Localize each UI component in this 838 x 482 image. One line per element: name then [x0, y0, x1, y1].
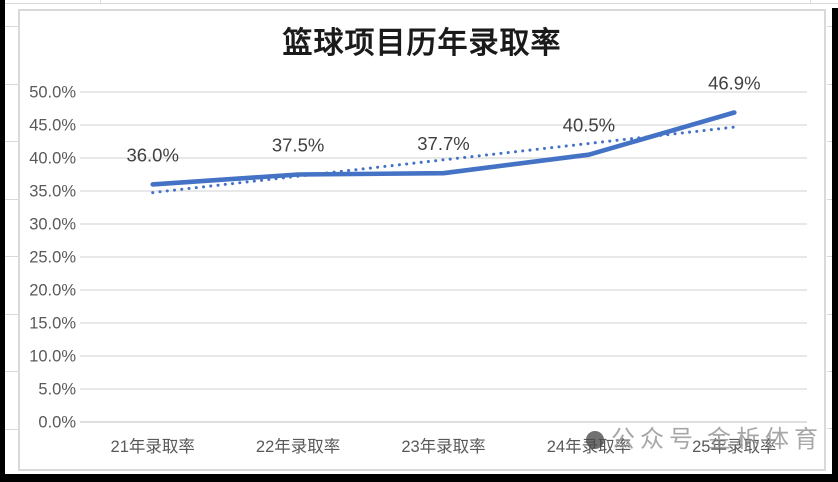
data-label: 46.9% [708, 72, 760, 93]
trendline [151, 125, 736, 195]
sheet-row-line [0, 84, 18, 85]
chart-title: 篮球项目历年录取率 [282, 27, 562, 60]
sheet-row-line [0, 314, 18, 315]
y-axis-tick-label: 20.0% [29, 282, 76, 300]
sheet-row-line [0, 256, 18, 257]
y-axis-tick-label: 40.0% [29, 150, 76, 168]
x-axis-tick-label: 23年录取率 [401, 437, 485, 456]
y-axis-tick-label: 0.0% [38, 414, 76, 432]
x-axis-tick-label: 22年录取率 [256, 437, 340, 456]
x-axis-tick-label: 21年录取率 [111, 437, 195, 456]
y-axis-tick-label: 10.0% [29, 348, 76, 366]
screen-edge-left [0, 0, 5, 482]
watermark-logo-icon [586, 431, 604, 449]
y-axis-tick-label: 15.0% [29, 315, 76, 333]
sheet-column-tick [810, 0, 811, 4]
series-line [150, 110, 737, 187]
data-label: 37.7% [417, 133, 469, 154]
y-axis-tick-label: 45.0% [29, 117, 76, 135]
sheet-row-line [0, 26, 18, 27]
y-axis-tick-label: 25.0% [29, 249, 76, 267]
x-axis-tick-label: 25年录取率 [692, 437, 776, 456]
watermark: 公众号 金柝体育 [586, 425, 823, 455]
screen-edge-right [832, 8, 838, 482]
sheet-row-line [0, 3, 838, 4]
y-axis-tick-label: 50.0% [29, 84, 76, 102]
screen-edge-bottom [0, 474, 838, 482]
sheet-row-line [0, 371, 18, 372]
watermark-name: 金柝体育 [707, 426, 823, 453]
chart-area[interactable] [18, 9, 826, 471]
y-axis-tick-label: 35.0% [29, 183, 76, 201]
sheet-row-line [0, 199, 18, 200]
watermark-prefix: 公众号 [611, 426, 698, 453]
data-label: 40.5% [563, 115, 615, 136]
data-label: 36.0% [126, 144, 178, 165]
y-axis-tick-label: 5.0% [38, 381, 76, 399]
sheet-row-line [0, 429, 18, 430]
y-axis-tick-label: 30.0% [29, 216, 76, 234]
sheet-row-line [0, 141, 18, 142]
data-label: 37.5% [272, 135, 324, 156]
sheet-column-tick [100, 0, 101, 4]
